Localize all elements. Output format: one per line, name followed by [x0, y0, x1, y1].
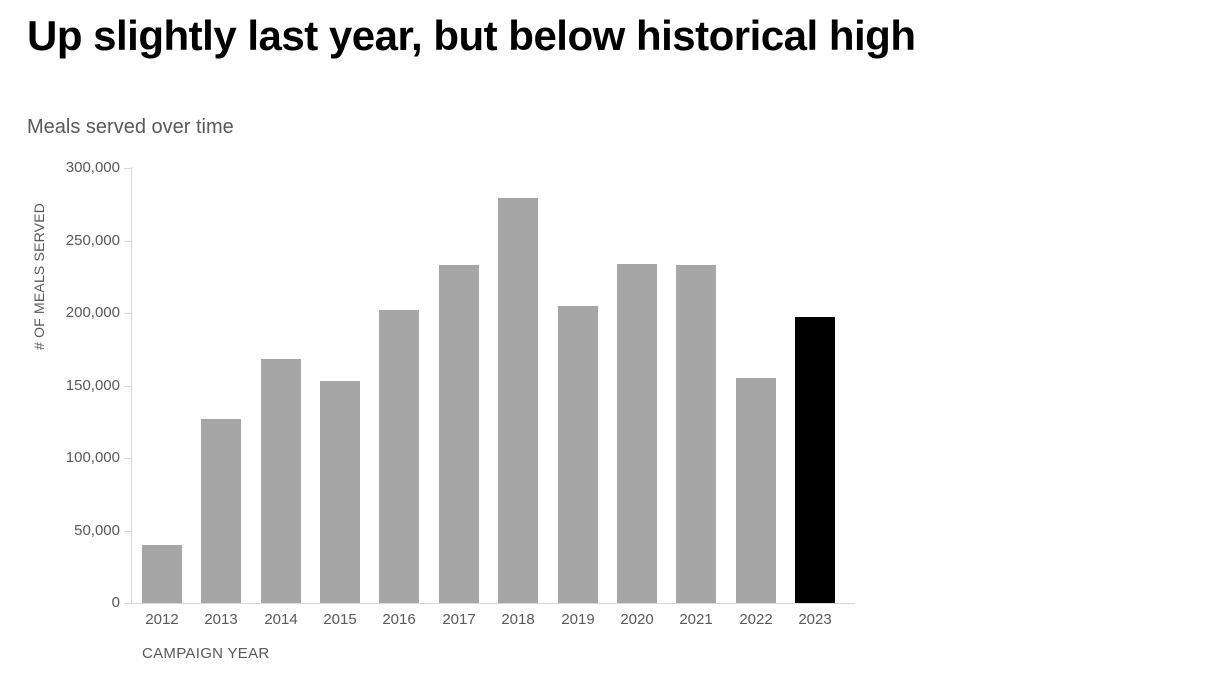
y-tick-mark: [124, 241, 131, 242]
x-tick-label: 2012: [145, 611, 179, 628]
y-tick-label: 100,000: [65, 449, 120, 466]
y-tick-mark: [124, 603, 131, 604]
x-tick-label: 2021: [679, 611, 713, 628]
x-axis-line: [131, 603, 855, 604]
x-tick-label: 2020: [620, 611, 654, 628]
x-tick-label: 2018: [501, 611, 535, 628]
bar-2021: [676, 265, 716, 603]
y-tick-label: 200,000: [65, 304, 120, 321]
bar-2022: [736, 378, 776, 603]
bar-2015: [320, 381, 360, 603]
x-tick-label: 2015: [323, 611, 357, 628]
y-tick-label: 50,000: [74, 522, 120, 539]
chart-subtitle: Meals served over time: [27, 116, 234, 138]
x-tick-label: 2014: [264, 611, 298, 628]
y-tick-mark: [124, 313, 131, 314]
bar-2020: [617, 264, 657, 603]
y-tick-mark: [124, 168, 131, 169]
bar-2017: [439, 265, 479, 603]
x-tick-label: 2022: [739, 611, 773, 628]
y-axis-line: [131, 167, 132, 603]
bar-2023: [795, 317, 835, 603]
y-axis-title: # OF MEALS SERVED: [31, 202, 47, 350]
bar-2013: [201, 419, 241, 603]
y-tick-mark: [124, 386, 131, 387]
x-tick-label: 2023: [798, 611, 832, 628]
y-tick-label: 0: [111, 594, 120, 611]
page-title: Up slightly last year, but below histori…: [27, 12, 916, 59]
bar-2012: [142, 545, 182, 603]
y-tick-label: 300,000: [65, 159, 120, 176]
x-tick-label: 2017: [442, 611, 476, 628]
y-tick-mark: [124, 531, 131, 532]
x-tick-label: 2016: [382, 611, 416, 628]
x-tick-label: 2019: [561, 611, 595, 628]
bar-2014: [261, 359, 301, 603]
y-tick-mark: [124, 458, 131, 459]
bar-2018: [498, 198, 538, 603]
x-tick-label: 2013: [204, 611, 238, 628]
x-axis-title: CAMPAIGN YEAR: [142, 645, 270, 662]
y-tick-label: 150,000: [65, 377, 120, 394]
bar-2019: [558, 306, 598, 603]
y-tick-label: 250,000: [65, 232, 120, 249]
bar-2016: [379, 310, 419, 603]
